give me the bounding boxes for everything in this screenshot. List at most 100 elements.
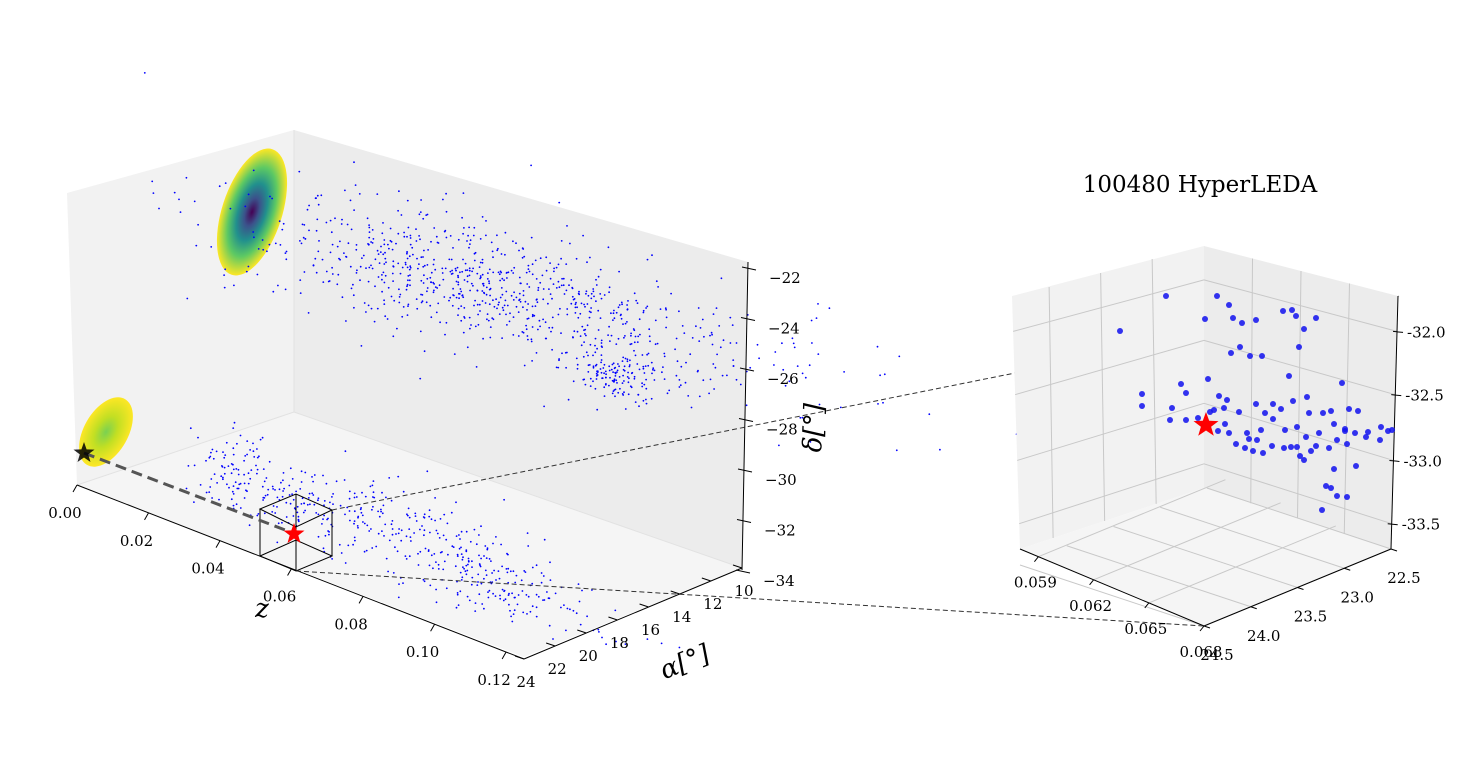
galaxy-point [338, 257, 340, 260]
galaxy-point [497, 247, 499, 250]
galaxy-point [713, 388, 715, 390]
galaxy-point [259, 438, 262, 441]
galaxy-point [472, 234, 475, 237]
galaxy-point [589, 385, 592, 387]
galaxy-point [678, 386, 681, 388]
galaxy-point [379, 251, 382, 254]
galaxy-point [531, 360, 533, 362]
galaxy-point [433, 289, 435, 292]
galaxy-point [596, 408, 599, 411]
galaxy-point [301, 223, 304, 226]
galaxy-point [839, 406, 842, 409]
galaxy-point [745, 404, 748, 407]
galaxy-point [553, 267, 555, 270]
galaxy-point [407, 507, 410, 510]
galaxy-point [488, 589, 491, 592]
galaxy-point [412, 253, 414, 256]
galaxy-point [646, 305, 649, 308]
galaxy-point [882, 401, 884, 404]
galaxy-point [701, 318, 704, 321]
galaxy-point [648, 335, 651, 338]
galaxy-point [485, 286, 488, 289]
galaxy-point [639, 333, 641, 336]
galaxy-point [459, 590, 462, 593]
galaxy-point [580, 344, 583, 347]
galaxy-point [321, 258, 324, 261]
galaxy-point [285, 258, 288, 261]
galaxy-point [313, 503, 316, 506]
galaxy-point [415, 240, 418, 242]
galaxy-point [613, 309, 615, 312]
galaxy-point [530, 164, 532, 167]
galaxy-point [282, 490, 284, 492]
galaxy-point [398, 528, 400, 530]
galaxy-point [430, 518, 433, 521]
galaxy-point [315, 197, 317, 200]
galaxy-point [261, 436, 264, 439]
galaxy-point [391, 272, 394, 275]
galaxy-point [479, 276, 482, 279]
galaxy-point [528, 270, 531, 273]
galaxy-point [515, 574, 518, 577]
galaxy-point [634, 354, 637, 357]
zoom-galaxy-point [1224, 397, 1230, 403]
galaxy-point [288, 484, 291, 487]
galaxy-point [466, 269, 469, 271]
galaxy-point [486, 318, 488, 321]
galaxy-point [223, 286, 226, 289]
galaxy-point [362, 254, 365, 257]
galaxy-point [781, 342, 783, 345]
alpha-axis-tick-label: 16 [641, 621, 660, 639]
galaxy-point [633, 329, 636, 332]
galaxy-point [274, 489, 276, 491]
galaxy-point [592, 288, 595, 290]
galaxy-point [619, 387, 621, 390]
galaxy-point [344, 562, 347, 564]
galaxy-point [409, 265, 412, 268]
galaxy-point [276, 541, 279, 544]
galaxy-point [508, 320, 511, 323]
galaxy-point [557, 313, 560, 316]
zoom-galaxy-point [1328, 485, 1334, 491]
zoom-galaxy-point [1262, 410, 1268, 416]
galaxy-point [571, 286, 574, 289]
galaxy-point [553, 270, 555, 273]
galaxy-point [636, 341, 639, 343]
galaxy-point [569, 242, 571, 245]
galaxy-point [373, 496, 376, 499]
galaxy-point [419, 238, 421, 241]
galaxy-point [527, 268, 530, 270]
galaxy-point [235, 503, 238, 506]
galaxy-point [423, 513, 426, 516]
galaxy-point [680, 365, 683, 368]
galaxy-point [566, 351, 568, 354]
floor-pane [77, 412, 742, 657]
galaxy-point [460, 579, 463, 581]
galaxy-point [318, 240, 320, 242]
zoom-galaxy-point [1294, 444, 1300, 450]
galaxy-point [382, 271, 385, 274]
galaxy-point [448, 299, 450, 302]
galaxy-point [518, 249, 520, 252]
galaxy-point [597, 628, 600, 631]
galaxy-point [594, 351, 597, 354]
galaxy-point [248, 524, 251, 527]
galaxy-point [340, 223, 343, 225]
galaxy-point [473, 259, 476, 262]
galaxy-point [422, 516, 425, 518]
galaxy-point [678, 379, 681, 381]
galaxy-point [406, 285, 408, 288]
galaxy-point [427, 549, 430, 551]
galaxy-point [407, 279, 409, 282]
galaxy-point [528, 286, 531, 288]
galaxy-point [263, 480, 266, 483]
galaxy-point [646, 638, 649, 640]
delta-axis-tick [738, 418, 754, 422]
galaxy-point [353, 536, 356, 539]
galaxy-point [320, 194, 323, 197]
galaxy-point [402, 490, 405, 493]
galaxy-point [430, 240, 432, 243]
galaxy-point [222, 476, 224, 479]
galaxy-point [633, 349, 635, 352]
galaxy-point [501, 306, 504, 309]
